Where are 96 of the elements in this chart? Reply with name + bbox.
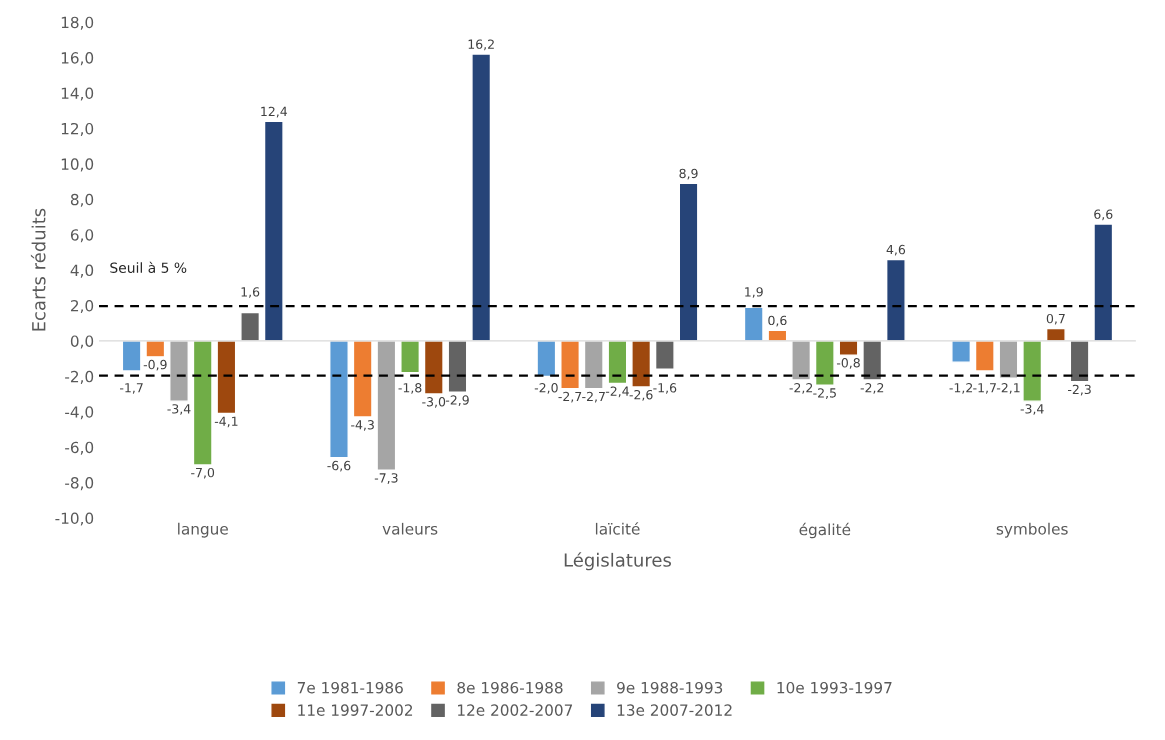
y-tick-label: 18,0 (61, 16, 94, 30)
legend-label: 7e 1981-1986 (297, 681, 403, 694)
y-tick-label: 6,0 (70, 229, 94, 243)
bar (814, 340, 835, 386)
y-tick-label: -6,0 (65, 441, 94, 455)
x-tick-label: valeurs (382, 522, 438, 535)
bar (169, 340, 189, 402)
data-label: -1,6 (653, 383, 677, 394)
data-label: 12,4 (261, 106, 288, 118)
data-label: 8,9 (679, 168, 698, 180)
ref-line-label: Seuil à 5 % (110, 261, 187, 273)
data-label: -4,1 (214, 416, 238, 428)
bar (862, 340, 883, 381)
data-label: -2,5 (813, 388, 836, 399)
legend-label: 11e 1997-2002 (298, 704, 413, 716)
bar (352, 340, 373, 418)
bar (447, 340, 468, 393)
bar (263, 120, 284, 342)
bar (1069, 340, 1090, 383)
y-tick-label: 4,0 (70, 264, 94, 278)
bar (145, 340, 166, 358)
bar (678, 182, 699, 342)
legend-label: 8e 1986-1988 (457, 681, 563, 694)
y-tick-label: 12,0 (61, 122, 94, 137)
bar (376, 340, 397, 471)
data-label: -2,6 (629, 389, 653, 401)
data-label: -2,2 (860, 383, 884, 394)
legend-label: 12e 2002-2007 (458, 704, 573, 716)
data-label: 1,6 (241, 287, 260, 298)
bar (1093, 223, 1114, 342)
bar (885, 258, 906, 342)
x-tick-label: laïcité (595, 522, 640, 535)
bar (743, 306, 764, 342)
data-label: 6,6 (1094, 209, 1113, 221)
bar (536, 340, 557, 378)
data-label: -0,8 (836, 358, 860, 369)
bar (654, 340, 675, 370)
legend-label: 13e 2007-2012 (617, 704, 732, 716)
data-label: -6,6 (327, 460, 351, 472)
bar (329, 340, 349, 459)
data-label: -2,2 (789, 383, 813, 394)
data-label: -3,4 (1020, 404, 1044, 415)
data-label: -2,9 (445, 395, 469, 407)
data-label: -1,7 (120, 383, 143, 394)
x-axis-title: Législatures (564, 552, 671, 571)
data-label: 1,9 (745, 287, 763, 298)
y-tick-label: -8,0 (65, 477, 94, 491)
bar (423, 340, 444, 395)
bar (121, 340, 142, 372)
y-tick-label: 8,0 (70, 193, 94, 207)
data-label: -3,0 (422, 397, 446, 408)
bar (240, 311, 261, 342)
y-tick-label: 16,0 (61, 52, 94, 66)
x-tick-label: égalité (799, 522, 851, 539)
y-axis-title: Ecarts réduits (30, 208, 46, 331)
bar (216, 340, 237, 415)
y-tick-label: -2,0 (65, 370, 94, 384)
legend-label: 9e 1988-1993 (617, 681, 723, 694)
data-label: 4,6 (886, 244, 906, 256)
data-label: -3,4 (167, 404, 191, 415)
data-label: -7,3 (374, 473, 398, 484)
data-label: -2,7 (558, 391, 582, 403)
bar (400, 340, 421, 374)
data-label: 0,6 (768, 315, 787, 327)
bar (607, 340, 628, 385)
y-tick-label: 2,0 (70, 299, 94, 314)
bar (791, 340, 812, 381)
data-label: 16,2 (468, 39, 494, 51)
data-label: -2,7 (582, 391, 605, 403)
data-label: -2,0 (534, 383, 558, 394)
bar (1022, 340, 1043, 402)
bar (583, 340, 604, 390)
data-label: -2,4 (605, 386, 629, 398)
data-label: -1,7 (973, 383, 996, 394)
data-label: -2,3 (1068, 384, 1091, 396)
y-tick-label: 10,0 (61, 158, 94, 172)
x-tick-label: symboles (996, 522, 1068, 538)
y-tick-label: -4,0 (65, 406, 94, 420)
data-label: -1,8 (398, 383, 422, 394)
bar (631, 340, 652, 388)
data-label: 0,7 (1046, 313, 1065, 325)
y-tick-label: -10,0 (55, 512, 94, 526)
bar (951, 340, 972, 363)
data-label: -4,3 (351, 420, 374, 431)
bar (974, 340, 995, 372)
y-tick-label: 14,0 (61, 87, 94, 101)
bar (560, 340, 580, 390)
x-tick-label: langue (178, 522, 228, 538)
legend-label: 10e 1993-1997 (777, 681, 892, 694)
y-tick-label: 0,0 (70, 335, 94, 349)
data-label: -2,1 (996, 383, 1020, 394)
data-label: -7,0 (191, 467, 215, 479)
bar (192, 340, 213, 466)
bar (471, 53, 492, 342)
data-label: -0,9 (143, 359, 167, 371)
data-label: -1,2 (949, 383, 973, 394)
